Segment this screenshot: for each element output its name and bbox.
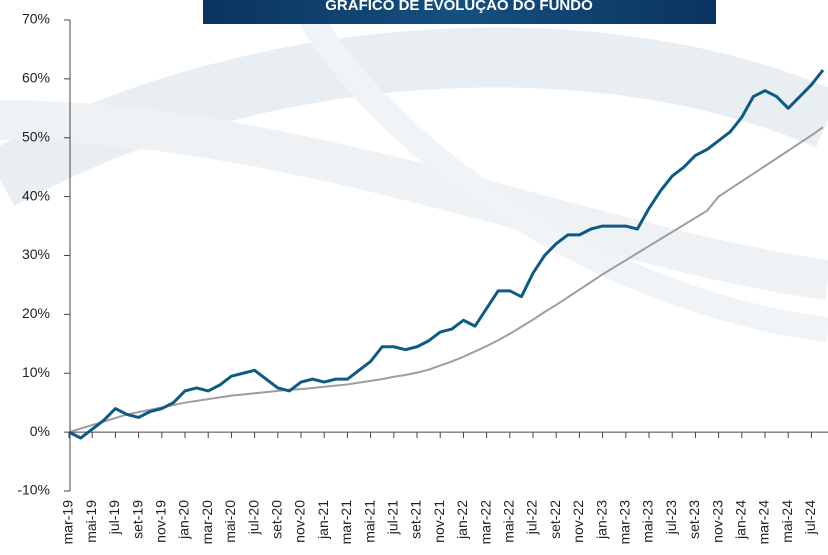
x-tick-label: set-19 — [129, 500, 145, 539]
x-tick-label: set-23 — [686, 500, 702, 539]
x-tick-label: nov-19 — [153, 500, 169, 543]
x-tick-label: jan-21 — [315, 500, 331, 540]
x-tick-label: mar-24 — [756, 500, 772, 545]
x-tick-label: mai-21 — [361, 500, 377, 543]
y-tick-label: 30% — [22, 246, 50, 262]
x-tick-label: mai-24 — [779, 500, 795, 543]
x-tick-label: mai-19 — [83, 500, 99, 543]
y-tick-label: 0% — [30, 423, 50, 439]
x-tick-label: jul-19 — [106, 500, 122, 535]
background-decoration — [0, 0, 828, 330]
chart-title: GRÁFICO DE EVOLUÇÃO DO FUNDO — [325, 0, 593, 14]
x-tick-label: set-20 — [269, 500, 285, 539]
chart: GRÁFICO DE EVOLUÇÃO DO FUNDO -10% 0% 10% 20… — [0, 0, 828, 555]
x-tick-label: set-21 — [408, 500, 424, 539]
x-tick-label: nov-23 — [709, 500, 725, 543]
x-tick-label: mar-21 — [338, 500, 354, 545]
x-tick-label: nov-20 — [292, 500, 308, 543]
x-tick-label: jul-23 — [663, 500, 679, 535]
x-tick-label: mar-19 — [60, 500, 76, 545]
x-tick-label: jul-24 — [802, 500, 818, 535]
y-tick-label: -10% — [17, 482, 50, 498]
x-tick-label: nov-22 — [570, 500, 586, 543]
x-tick-label: mai-22 — [501, 500, 517, 543]
x-tick-label: jan-23 — [593, 500, 609, 540]
x-tick-label: jul-20 — [245, 500, 261, 535]
y-tick-label: 60% — [22, 70, 50, 86]
x-tick-label: mai-23 — [640, 500, 656, 543]
x-tick-label: jul-22 — [524, 500, 540, 535]
y-tick-label: 40% — [22, 187, 50, 203]
x-tick-label: jan-22 — [454, 500, 470, 540]
x-tick-label: mai-20 — [222, 500, 238, 543]
y-tick-label: 50% — [22, 128, 50, 144]
y-tick-label: 70% — [22, 11, 50, 27]
x-tick-label: jan-20 — [176, 500, 192, 540]
x-tick-label: mar-23 — [617, 500, 633, 545]
x-tick-label: jul-21 — [385, 500, 401, 535]
x-tick-label: nov-21 — [431, 500, 447, 543]
x-tick-label: mar-22 — [477, 500, 493, 545]
x-tick-label: jan-24 — [733, 500, 749, 540]
y-tick-label: 20% — [22, 305, 50, 321]
y-tick-label: 10% — [22, 364, 50, 380]
x-tick-label: mar-20 — [199, 500, 215, 545]
x-tick-label: set-22 — [547, 500, 563, 539]
